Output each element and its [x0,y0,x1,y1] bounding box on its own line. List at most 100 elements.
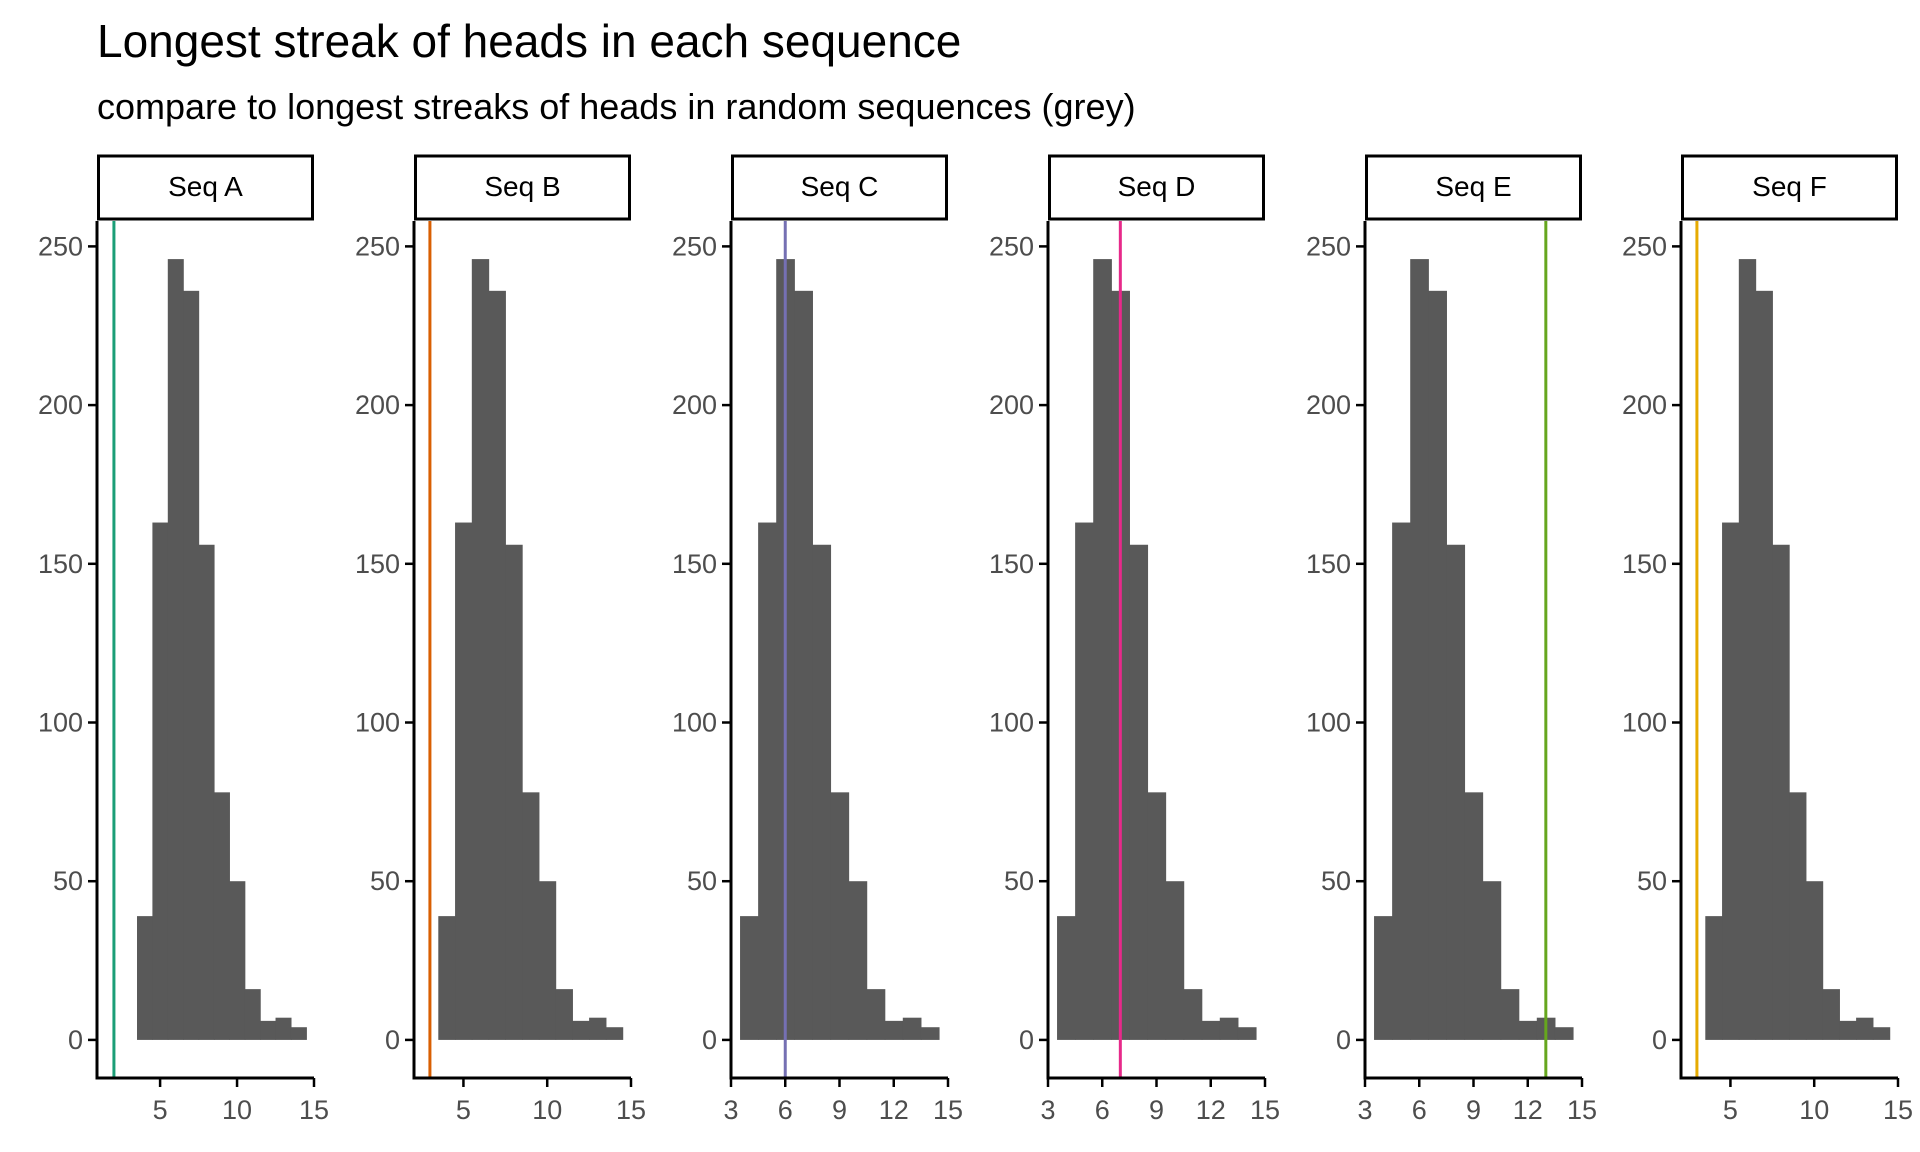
x-tick-label: 9 [1149,1095,1164,1125]
y-tick-label: 150 [1306,549,1351,579]
y-tick-label: 100 [1622,708,1667,738]
facet-strip-label: Seq F [1752,171,1827,202]
facet-strip [414,154,631,221]
facet-strip [731,154,948,221]
histogram-bar [198,544,215,1040]
histogram-bar [830,792,850,1040]
histogram-bar [902,1017,922,1040]
x-tick-label: 15 [616,1095,646,1125]
panel-seq-d: Seq D 0 50 100 150 200 250 3 6 9 12 15 [989,154,1280,1125]
y-tick-label: 50 [1637,866,1667,896]
x-tick-label: 6 [1095,1095,1110,1125]
histogram-bar [848,881,868,1040]
x-tick-label: 12 [1196,1095,1226,1125]
histogram-bar [1500,989,1520,1040]
chart-title: Longest streak of heads in each sequence [97,15,962,67]
histogram-bar [1705,916,1723,1040]
histogram-bar [1374,916,1393,1040]
histogram-bar [260,1020,277,1040]
histogram-bar [1738,259,1757,1040]
y-tick-label: 150 [355,549,400,579]
histogram-bar [758,522,777,1040]
x-tick-label: 15 [933,1095,963,1125]
histogram-bar [522,792,540,1040]
facet-strip-label: Seq D [1118,171,1196,202]
histogram-bar [794,290,813,1040]
panel-seq-b: Seq B 0 50 100 150 200 250 5 10 15 [355,154,646,1125]
facet-strip [97,154,314,221]
y-tick-label: 50 [53,866,83,896]
panel-seq-e: Seq E 0 50 100 150 200 250 3 6 9 12 15 [1306,154,1597,1125]
panel-seq-a: Seq A 0 50 100 150 200 250 5 10 15 [38,154,329,1125]
y-tick-label: 250 [989,231,1034,261]
histogram-bar [152,522,169,1040]
histogram-bar [866,989,886,1040]
facet-strip [1048,154,1265,221]
histogram-bar [1482,881,1502,1040]
histogram-bar [213,792,230,1040]
histogram-bar [1839,1020,1857,1040]
y-tick-label: 200 [355,390,400,420]
histogram-bar [1147,792,1167,1040]
x-tick-label: 15 [299,1095,329,1125]
y-tick-label: 150 [1622,549,1667,579]
histogram-bar [1755,290,1773,1040]
x-tick-label: 15 [1567,1095,1597,1125]
histogram-bar [1856,1017,1874,1040]
y-tick-label: 200 [38,390,83,420]
histogram-bar [1410,259,1429,1040]
histogram-bar [229,881,246,1040]
y-tick-label: 0 [1019,1025,1034,1055]
facet-strip [1365,154,1582,221]
histogram-bar [812,544,832,1040]
x-tick-label: 3 [1357,1095,1372,1125]
y-tick-label: 0 [702,1025,717,1055]
x-tick-label: 15 [1250,1095,1280,1125]
histogram-bar [1237,1027,1257,1040]
y-tick-label: 150 [672,549,717,579]
histogram-bar [1129,544,1149,1040]
x-tick-label: 9 [1466,1095,1481,1125]
histogram-bar [1183,989,1203,1040]
histogram-bar [1872,1027,1891,1040]
histogram-bar [1805,881,1824,1040]
facet-strip-label: Seq E [1435,171,1511,202]
y-tick-label: 150 [38,549,83,579]
histogram-bar [1428,290,1447,1040]
y-tick-label: 0 [68,1025,83,1055]
x-tick-label: 12 [1513,1095,1543,1125]
histogram-bar [555,989,573,1040]
y-tick-label: 50 [370,866,400,896]
histogram-bar [605,1027,624,1040]
y-tick-label: 200 [672,390,717,420]
histogram-bar [505,544,523,1040]
histogram-bar [167,259,184,1040]
histogram-bar [572,1020,590,1040]
x-tick-label: 10 [1799,1095,1829,1125]
facet-strip-label: Seq A [168,171,243,202]
histogram-bar [1075,522,1094,1040]
y-tick-label: 100 [38,708,83,738]
histogram-bar [1789,792,1807,1040]
histogram-bar [471,259,490,1040]
histogram-bar [275,1017,292,1040]
x-tick-label: 6 [778,1095,793,1125]
facet-strip-label: Seq C [801,171,879,202]
y-tick-label: 0 [1336,1025,1351,1055]
facet-strip [1681,154,1898,221]
x-tick-label: 10 [532,1095,562,1125]
y-tick-label: 0 [385,1025,400,1055]
y-tick-label: 200 [989,390,1034,420]
histogram-bar [1201,1020,1221,1040]
x-tick-label: 5 [153,1095,168,1125]
y-tick-label: 250 [1622,231,1667,261]
y-tick-label: 250 [38,231,83,261]
y-tick-label: 50 [1004,866,1034,896]
panel-seq-c: Seq C 0 50 100 150 200 250 3 6 9 12 15 [672,154,963,1125]
histogram-bar [589,1017,607,1040]
y-tick-label: 250 [355,231,400,261]
histogram-bar [1464,792,1484,1040]
x-tick-label: 3 [723,1095,738,1125]
histogram-bar [1165,881,1185,1040]
